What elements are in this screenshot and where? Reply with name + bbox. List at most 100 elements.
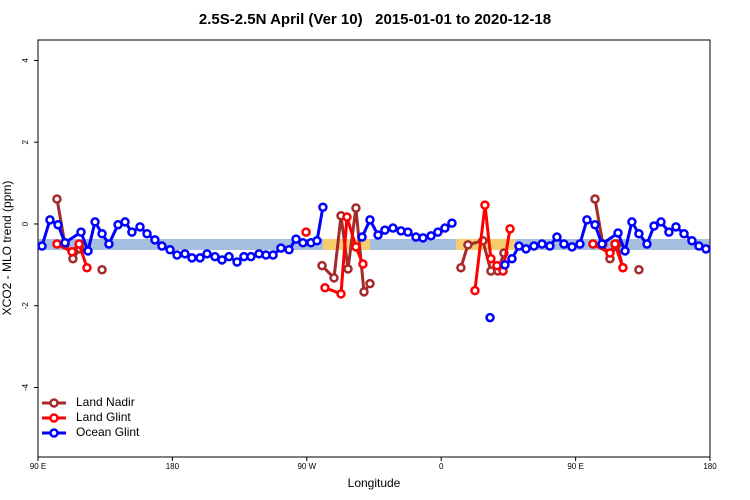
x-tick-label: 180 bbox=[166, 462, 180, 471]
data-point bbox=[559, 239, 569, 249]
y-tick-label: -4 bbox=[21, 383, 30, 391]
data-point bbox=[359, 287, 369, 297]
data-point bbox=[664, 227, 674, 237]
x-tick-label: 90 W bbox=[297, 462, 316, 471]
data-point bbox=[552, 232, 562, 242]
data-point bbox=[76, 227, 86, 237]
data-point bbox=[74, 239, 84, 249]
data-point bbox=[135, 222, 145, 232]
data-point bbox=[440, 223, 450, 233]
data-point bbox=[418, 233, 428, 243]
data-point bbox=[627, 217, 637, 227]
data-point bbox=[312, 235, 322, 246]
data-point bbox=[318, 202, 328, 212]
data-point bbox=[373, 230, 383, 240]
data-point bbox=[447, 218, 457, 228]
data-point bbox=[613, 228, 623, 238]
data-point bbox=[120, 217, 130, 227]
y-tick-label: 2 bbox=[21, 139, 30, 144]
data-point bbox=[52, 239, 62, 249]
data-point bbox=[320, 282, 330, 293]
data-point bbox=[291, 234, 301, 244]
data-point bbox=[336, 289, 346, 299]
data-point bbox=[52, 194, 62, 204]
data-point bbox=[642, 239, 652, 249]
data-point bbox=[357, 232, 367, 242]
data-point bbox=[605, 248, 615, 258]
data-point bbox=[485, 312, 495, 323]
data-point bbox=[284, 244, 294, 255]
data-point bbox=[426, 231, 436, 241]
data-point bbox=[456, 262, 466, 273]
y-tick-label: 0 bbox=[21, 221, 30, 226]
data-point bbox=[210, 251, 220, 262]
data-point bbox=[127, 227, 137, 237]
legend-label: Land Glint bbox=[76, 410, 131, 424]
data-point bbox=[329, 273, 339, 283]
data-point bbox=[701, 244, 711, 254]
data-point bbox=[634, 265, 644, 275]
data-point bbox=[463, 240, 473, 250]
y-tick-label: 4 bbox=[21, 58, 30, 63]
data-point bbox=[104, 239, 114, 249]
data-point bbox=[567, 242, 577, 252]
x-tick-label: 90 E bbox=[567, 462, 583, 471]
data-point bbox=[97, 265, 107, 275]
data-point bbox=[575, 239, 585, 249]
data-point bbox=[358, 259, 368, 269]
data-point bbox=[671, 222, 681, 232]
data-point bbox=[45, 215, 55, 225]
data-point bbox=[97, 229, 107, 239]
data-point bbox=[470, 285, 480, 296]
legend-marker bbox=[49, 398, 59, 408]
data-point bbox=[634, 229, 644, 239]
data-point bbox=[82, 262, 92, 273]
data-point bbox=[521, 244, 531, 254]
data-point bbox=[505, 224, 515, 234]
data-point bbox=[343, 264, 353, 274]
data-point bbox=[187, 253, 197, 263]
data-point bbox=[582, 215, 592, 225]
data-point bbox=[342, 212, 352, 222]
data-point bbox=[365, 215, 375, 225]
x-tick-label: 0 bbox=[439, 462, 444, 471]
data-point bbox=[83, 246, 93, 256]
data-point bbox=[590, 220, 600, 230]
legend-marker bbox=[49, 428, 59, 438]
data-point bbox=[232, 257, 242, 267]
data-point bbox=[507, 253, 517, 264]
data-point bbox=[403, 227, 413, 237]
data-point bbox=[351, 203, 361, 213]
data-point bbox=[480, 200, 490, 210]
data-point bbox=[486, 253, 496, 264]
data-point bbox=[37, 241, 47, 251]
data-point bbox=[60, 238, 70, 248]
ocean-band bbox=[38, 239, 710, 250]
data-point bbox=[588, 239, 598, 249]
data-point bbox=[433, 227, 443, 237]
data-point bbox=[317, 260, 327, 271]
legend-label: Ocean Glint bbox=[76, 425, 140, 439]
data-point bbox=[618, 262, 628, 273]
data-point bbox=[172, 250, 182, 260]
x-axis-title: Longitude bbox=[348, 476, 401, 490]
data-point bbox=[217, 255, 227, 265]
data-point bbox=[656, 217, 666, 227]
data-point bbox=[500, 260, 510, 270]
data-point bbox=[610, 239, 620, 249]
plot-layer: 90 E 180 90 W 0 90 E 180 -4 -2 0 2 4 Land NadirLand… bbox=[21, 58, 717, 471]
data-point bbox=[687, 235, 697, 246]
data-point bbox=[202, 249, 212, 259]
data-point bbox=[679, 229, 689, 239]
data-point bbox=[298, 238, 308, 248]
data-point bbox=[529, 241, 539, 251]
y-tick-label: -2 bbox=[21, 302, 30, 310]
data-point bbox=[649, 221, 659, 231]
data-point bbox=[388, 223, 398, 233]
data-point bbox=[301, 227, 311, 237]
data-point bbox=[597, 239, 607, 249]
x-tick-label: 180 bbox=[703, 462, 717, 471]
data-point bbox=[620, 246, 630, 256]
data-point bbox=[157, 241, 167, 251]
